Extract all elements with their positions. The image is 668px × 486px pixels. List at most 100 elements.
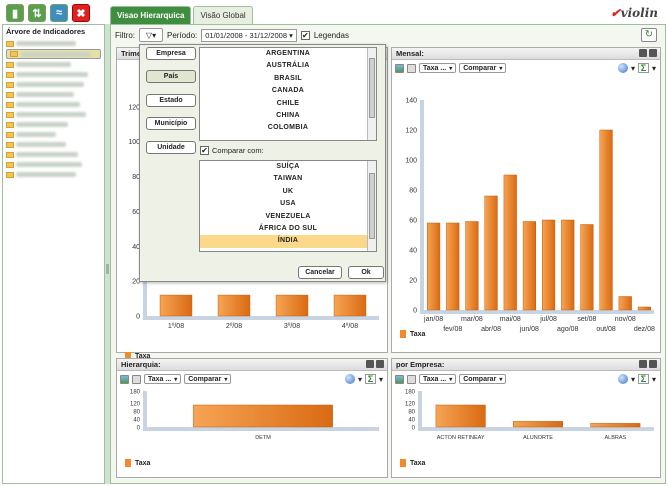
measure-select[interactable]: Taxa ... ▾: [419, 63, 457, 73]
settings-icon[interactable]: [407, 374, 416, 384]
list-item[interactable]: ÁFRICA DO SUL: [258, 224, 318, 232]
period-select[interactable]: 01/01/2008 - 31/12/2008 ▾: [201, 28, 297, 42]
country-list[interactable]: ARGENTINA AUSTRÁLIA BRASIL CANADA CHILE CHINA…: [199, 47, 377, 141]
x-tick-label: DETM: [255, 435, 271, 441]
empresa-button[interactable]: Empresa: [146, 47, 196, 60]
x-tick-label: jun/08: [519, 326, 539, 333]
chevron-down-icon[interactable]: ▾: [630, 63, 635, 73]
compare-select[interactable]: Comparar ▾: [184, 374, 232, 384]
tree-item[interactable]: [6, 49, 101, 59]
indicator-tree[interactable]: [3, 39, 104, 179]
x-tick-label: 1º/08: [168, 323, 184, 330]
close-icon[interactable]: ✖: [72, 4, 90, 22]
list-item[interactable]: ARGENTINA: [265, 50, 311, 57]
list-item[interactable]: SUÍÇA: [276, 163, 300, 170]
bar: [599, 129, 613, 311]
chart-icon[interactable]: ▮: [6, 4, 24, 22]
list-item[interactable]: ÍNDIA: [200, 235, 376, 248]
globe-icon[interactable]: [617, 63, 628, 73]
scrollbar-thumb[interactable]: [369, 173, 375, 239]
list-item[interactable]: UK: [282, 187, 294, 195]
ok-button[interactable]: Ok: [348, 266, 384, 279]
sync-icon[interactable]: ⇅: [28, 4, 46, 22]
list-item[interactable]: TAIWAN: [273, 175, 303, 183]
tree-item[interactable]: [6, 140, 101, 149]
globe-icon[interactable]: [344, 374, 355, 384]
chevron-down-icon[interactable]: ▾: [378, 374, 383, 384]
y-tick-label: 20: [409, 278, 417, 285]
chevron-down-icon[interactable]: ▾: [630, 374, 635, 384]
minimize-icon[interactable]: [366, 360, 374, 368]
tab-visao-global[interactable]: Visão Global: [193, 6, 253, 24]
cancel-button[interactable]: Cancelar: [298, 266, 342, 279]
legend-checkbox[interactable]: ✔: [300, 30, 310, 40]
chevron-down-icon[interactable]: ▾: [357, 374, 362, 384]
sigma-icon[interactable]: Σ: [637, 374, 649, 384]
minimize-icon[interactable]: [639, 49, 647, 57]
globe-icon[interactable]: [617, 374, 628, 384]
image-icon[interactable]: [120, 374, 129, 384]
minimize-icon[interactable]: [639, 360, 647, 368]
tree-item[interactable]: [6, 70, 101, 79]
legend: Taxa: [125, 459, 150, 467]
chevron-down-icon[interactable]: ▾: [651, 374, 656, 384]
tree-item-label: [16, 82, 84, 87]
scrollbar[interactable]: [367, 161, 376, 251]
measure-select[interactable]: Taxa ... ▾: [419, 374, 457, 384]
image-icon[interactable]: [395, 374, 404, 384]
tab-visao-hierarquica[interactable]: Visao Hierarquica: [110, 6, 192, 24]
tree-item[interactable]: [6, 160, 101, 169]
pais-button[interactable]: País: [146, 70, 196, 83]
municipio-button[interactable]: Município: [146, 117, 196, 130]
compare-select[interactable]: Comparar ▾: [459, 63, 507, 73]
list-item[interactable]: BRASIL: [274, 74, 302, 82]
tree-item[interactable]: [6, 150, 101, 159]
list-item[interactable]: CHILE: [276, 99, 300, 107]
compare-select[interactable]: Comparar ▾: [459, 374, 507, 384]
x-tick-label: set/08: [577, 316, 596, 323]
measure-select[interactable]: Taxa ... ▾: [144, 374, 182, 384]
compare-checkbox[interactable]: ✔: [200, 146, 209, 155]
image-icon[interactable]: [395, 63, 404, 73]
tree-item[interactable]: [6, 60, 101, 69]
x-axis: [143, 316, 379, 320]
settings-icon[interactable]: [407, 63, 416, 73]
scrollbar-thumb[interactable]: [369, 58, 375, 118]
settings-icon[interactable]: [132, 374, 141, 384]
refresh-icon[interactable]: ↻: [641, 28, 657, 42]
bar: [618, 296, 632, 311]
y-tick-label: 60: [132, 209, 140, 216]
y-tick-label: 120: [405, 128, 417, 135]
chevron-down-icon[interactable]: ▾: [651, 63, 656, 73]
tree-item[interactable]: [6, 80, 101, 89]
tree-item[interactable]: [6, 170, 101, 179]
filter-button[interactable]: ▽ ▾: [139, 28, 163, 42]
list-item[interactable]: CHINA: [276, 111, 300, 119]
flow-icon[interactable]: ≈: [50, 4, 68, 22]
tree-item[interactable]: [6, 130, 101, 139]
tree-item[interactable]: [6, 120, 101, 129]
tree-item-label: [16, 72, 88, 77]
list-item[interactable]: COLOMBIA: [267, 124, 309, 132]
maximize-icon[interactable]: [649, 49, 657, 57]
tree-item[interactable]: [6, 110, 101, 119]
legend-checkbox-label: Legendas: [313, 30, 350, 40]
list-item[interactable]: CANADA: [271, 87, 305, 95]
panel-splitter[interactable]: [105, 24, 110, 484]
maximize-icon[interactable]: [649, 360, 657, 368]
unidade-button[interactable]: Unidade: [146, 141, 196, 154]
compare-list[interactable]: SUÍÇA TAIWAN UK USA VENEZUELA ÁFRICA DO SUL ÍN…: [199, 160, 377, 252]
list-item[interactable]: AUSTRÁLIA: [266, 62, 310, 70]
estado-button[interactable]: Estado: [146, 94, 196, 107]
tree-item[interactable]: [6, 39, 101, 48]
tree-item[interactable]: [6, 90, 101, 99]
scrollbar[interactable]: [367, 48, 376, 140]
period-label: Período:: [167, 30, 198, 40]
list-item[interactable]: USA: [280, 200, 296, 208]
tree-item[interactable]: [6, 100, 101, 109]
list-item[interactable]: VENEZUELA: [265, 212, 311, 220]
maximize-icon[interactable]: [376, 360, 384, 368]
sigma-icon[interactable]: Σ: [364, 374, 376, 384]
sigma-icon[interactable]: Σ: [637, 63, 649, 73]
